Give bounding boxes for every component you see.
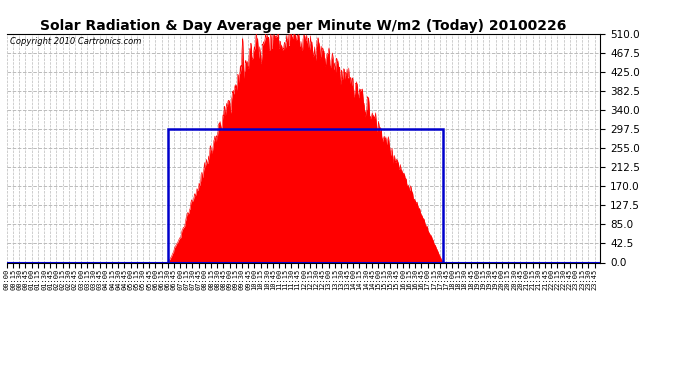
Text: Copyright 2010 Cartronics.com: Copyright 2010 Cartronics.com <box>10 37 141 46</box>
Title: Solar Radiation & Day Average per Minute W/m2 (Today) 20100226: Solar Radiation & Day Average per Minute… <box>41 19 566 33</box>
Bar <box>168 129 443 262</box>
